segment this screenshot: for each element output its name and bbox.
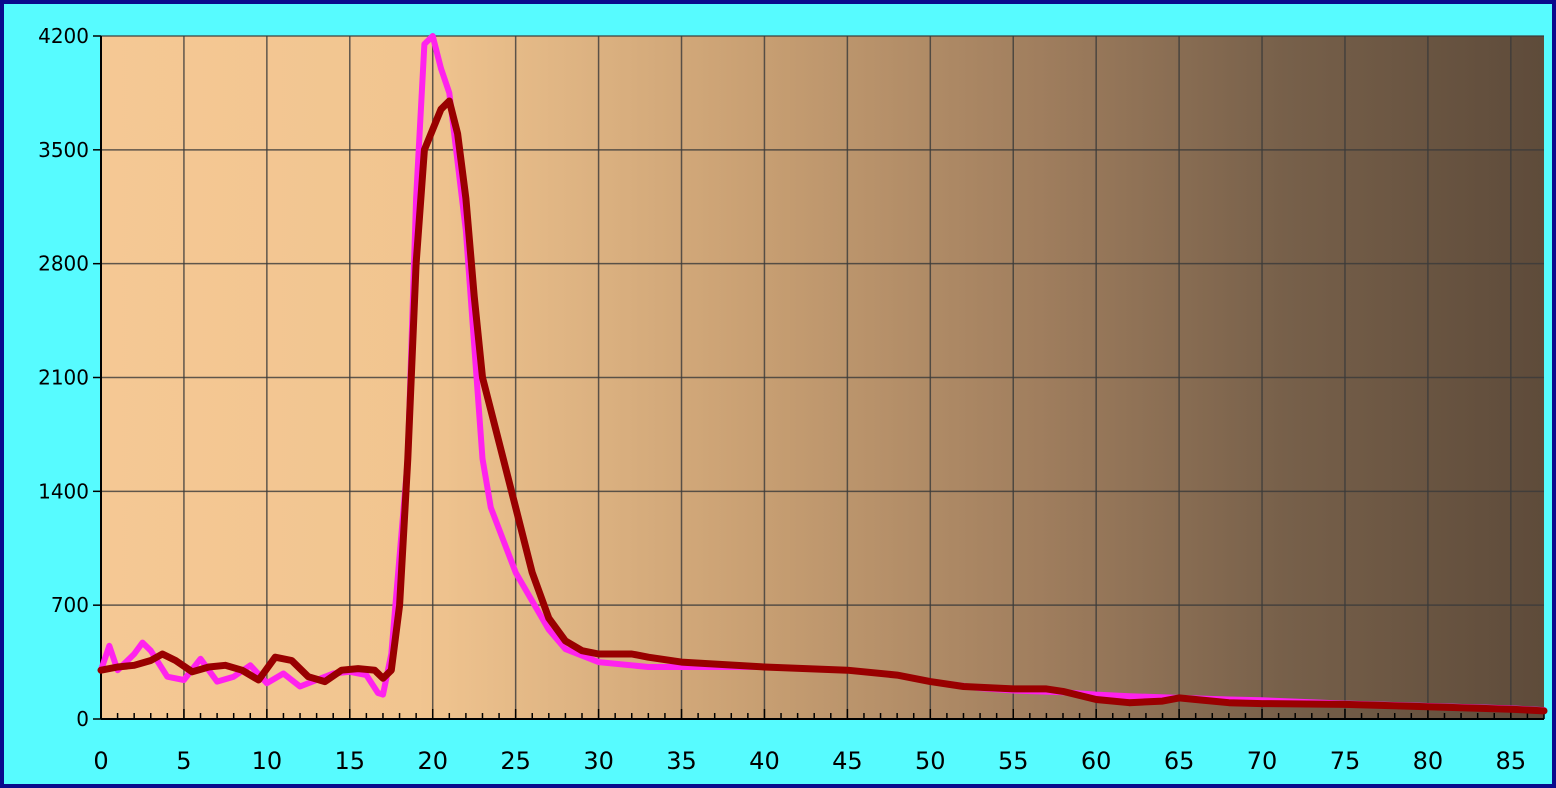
x-tick-label: 35 <box>666 747 697 775</box>
x-tick-labels: 0 5 10 15 20 25 30 35 40 45 50 55 60 65 70 75 80 85 <box>93 747 1526 775</box>
x-tick-label: 45 <box>832 747 863 775</box>
y-tick-label: 4200 <box>38 24 89 48</box>
x-tick-label: 85 <box>1496 747 1527 775</box>
x-tick-label: 20 <box>417 747 448 775</box>
chart-frame: 0 700 1400 2100 2800 3500 4200 0 5 10 15 20 25 30 35 4… <box>4 4 1552 784</box>
x-tick-label: 25 <box>500 747 531 775</box>
x-tick-label: 80 <box>1413 747 1444 775</box>
axes <box>93 35 1545 720</box>
x-tick-label: 70 <box>1247 747 1278 775</box>
y-tick-label: 2800 <box>38 252 89 276</box>
y-tick-label: 700 <box>51 593 89 617</box>
x-tick-label: 60 <box>1081 747 1112 775</box>
line-chart: 0 700 1400 2100 2800 3500 4200 0 5 10 15 20 25 30 35 4… <box>38 24 1548 775</box>
x-tick-label: 65 <box>1164 747 1195 775</box>
x-tick-label: 5 <box>176 747 191 775</box>
y-tick-label: 0 <box>76 707 89 731</box>
x-tick-label: 15 <box>335 747 366 775</box>
y-tick-label: 3500 <box>38 138 89 162</box>
y-tick-label: 2100 <box>38 366 89 390</box>
x-tick-label: 50 <box>915 747 946 775</box>
x-tick-label: 30 <box>583 747 614 775</box>
y-tick-labels: 0 700 1400 2100 2800 3500 4200 <box>38 24 89 731</box>
y-tick-label: 1400 <box>38 479 89 503</box>
grid <box>101 35 1544 719</box>
series-line-2 <box>97 97 1548 715</box>
x-tick-label: 40 <box>749 747 780 775</box>
x-tick-label: 0 <box>93 747 108 775</box>
x-tick-label: 55 <box>998 747 1029 775</box>
x-tick-label: 75 <box>1330 747 1361 775</box>
series <box>97 33 1548 715</box>
x-tick-label: 10 <box>252 747 283 775</box>
